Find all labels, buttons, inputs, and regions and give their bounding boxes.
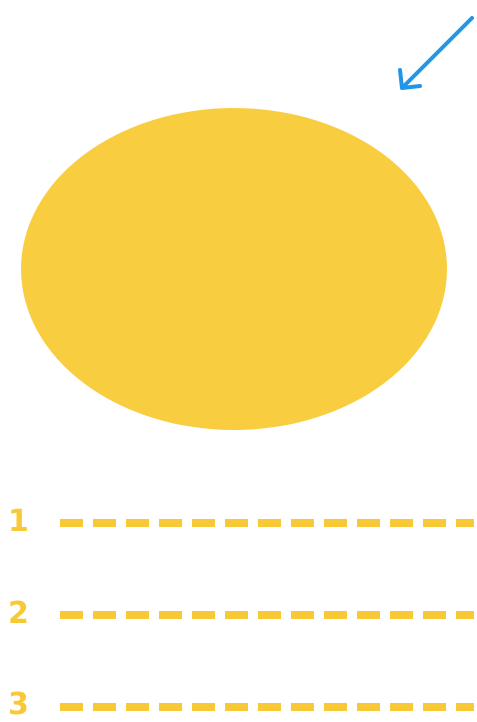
yellow-ellipse	[21, 108, 447, 430]
diagonal-arrow-icon	[398, 16, 474, 90]
dashed-line-3	[60, 703, 474, 711]
list-item-number-3: 3	[8, 687, 29, 722]
dashed-line-2	[60, 611, 474, 619]
list-item-number-2: 2	[8, 596, 29, 631]
dashed-line-1	[60, 519, 474, 527]
list-item-number-1: 1	[8, 504, 29, 539]
